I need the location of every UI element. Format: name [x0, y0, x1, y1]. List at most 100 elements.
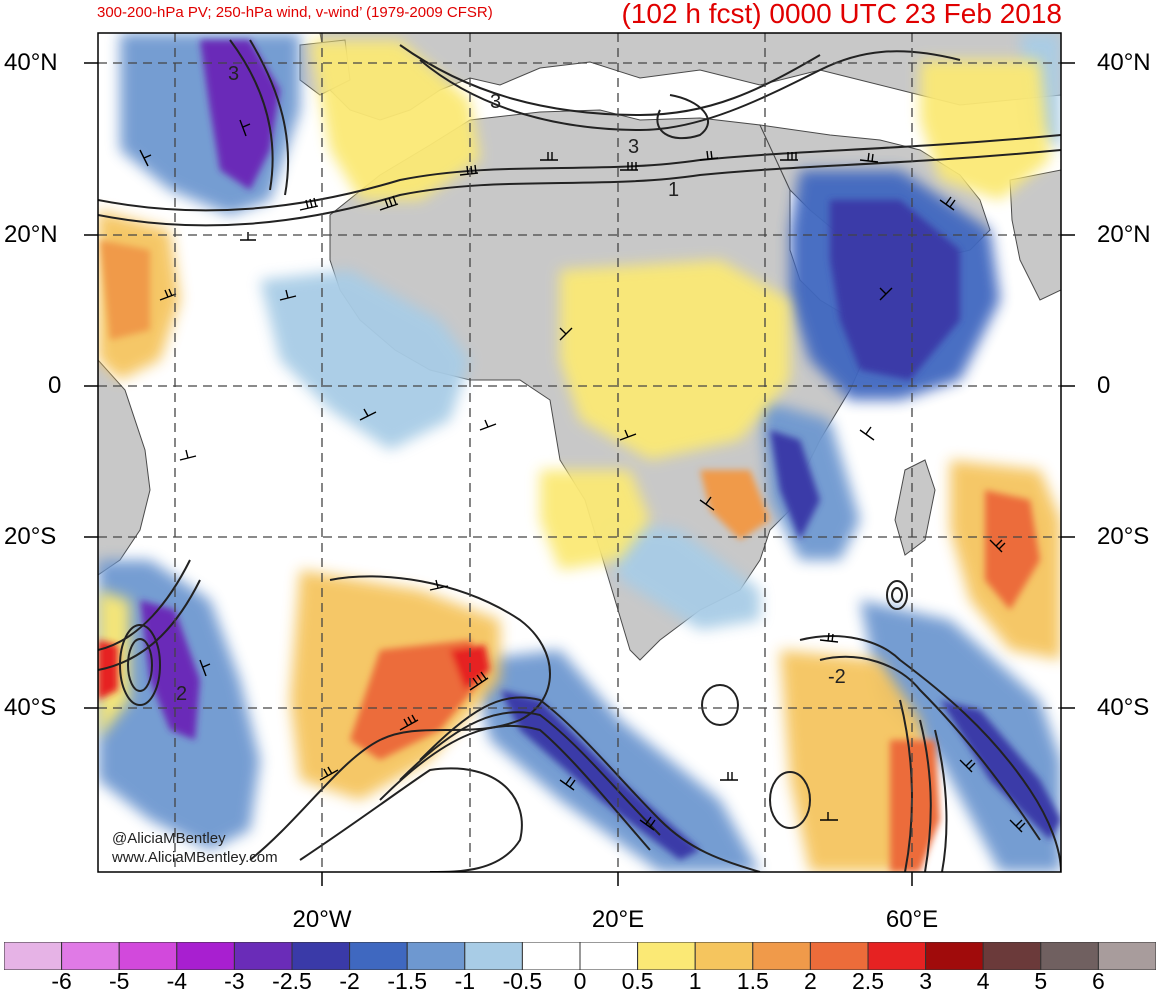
colorbar-swatch [982, 942, 1042, 970]
colorbar-swatch [406, 942, 466, 970]
contour-line [419, 696, 761, 872]
colorbar-label: -0.5 [502, 968, 543, 994]
colorbar-swatch [233, 942, 293, 970]
contour-label: 3 [628, 136, 639, 158]
contour-line [399, 711, 661, 836]
wind-barbs [139, 119, 1026, 833]
colorbar-label: -1.5 [387, 968, 428, 994]
colorbar-label: -5 [108, 968, 130, 994]
contour-line [701, 684, 739, 726]
wind-barb [820, 812, 838, 821]
colorbar-label: -2.5 [272, 968, 312, 994]
wind-barb [139, 149, 152, 167]
wind-barb [399, 714, 419, 731]
colorbar-label: -3 [224, 968, 245, 994]
madagascar-land [894, 459, 936, 556]
contour-line [419, 50, 961, 132]
contour-line [819, 655, 1041, 841]
colorbar [4, 942, 1156, 970]
colorbar-swatch [464, 942, 523, 970]
pv-neg-core-arabian [830, 200, 960, 380]
pv-neg-core-north [200, 40, 280, 190]
wind-barb [179, 449, 197, 461]
wind-barb [959, 759, 976, 773]
wind-barb [240, 232, 256, 241]
contour-line [249, 575, 551, 861]
colorbar-swatch [521, 942, 581, 970]
contour-line [98, 559, 201, 671]
colorbar-label: -1 [454, 968, 476, 994]
contour-line [656, 94, 710, 140]
pv-pos-core-mozambique [700, 470, 770, 540]
pv-pos-core-south-atlantic [350, 640, 490, 760]
lat-label-left: 40°N [4, 49, 58, 76]
colorbar-label: 2.5 [852, 968, 884, 994]
contour-line [379, 724, 651, 851]
colorbar-label: 0 [573, 968, 587, 994]
wind-barb [559, 776, 576, 791]
wind-barb [859, 152, 879, 163]
pv-pos-core-east-indian [985, 490, 1040, 610]
wind-barb [989, 539, 1006, 553]
wind-barb [540, 152, 558, 161]
wind-barb [379, 195, 399, 211]
contour-line [98, 149, 1061, 227]
colorbar-swatch [637, 942, 696, 970]
colorbar-swatch [579, 942, 639, 970]
wind-barb [639, 816, 656, 831]
colorbar-swatch [752, 942, 811, 970]
lat-label-right: 40°N [1097, 49, 1151, 76]
wind-barb [619, 429, 637, 441]
credit-handle: @AliciaMBentley [112, 830, 226, 847]
colorbar-label: 1.5 [736, 968, 769, 994]
pv-neg-jet-band-se [940, 700, 1061, 840]
colorbar-label: 2 [803, 968, 817, 994]
colorbar-label: -6 [51, 968, 72, 994]
wind-barb [429, 579, 449, 591]
wind-barb [239, 119, 251, 137]
colorbar-label: 5 [1034, 968, 1048, 994]
wind-barb [620, 162, 638, 171]
colorbar-swatch [867, 942, 927, 970]
wind-barb [879, 287, 893, 301]
colorbar-label: -4 [166, 968, 188, 994]
colorbar-swatch [694, 942, 754, 970]
wind-barb [819, 632, 839, 643]
wind-barb [720, 772, 738, 781]
colorbar-swatch [118, 942, 178, 970]
gridlines [98, 33, 1061, 872]
colorbar-swatch [809, 942, 869, 970]
contour-line [891, 587, 903, 603]
pv-neg-mozambique [600, 520, 760, 630]
pv-pos-north-africa [310, 40, 480, 200]
contour-line [799, 635, 1061, 872]
pv-neg-core-south [140, 600, 200, 740]
pv-pos-east-europe [920, 60, 1050, 200]
contour-line [119, 624, 161, 706]
contour-line [98, 134, 1061, 212]
wind-barb [299, 197, 319, 211]
colorbar-label: 3 [919, 968, 932, 994]
chart-title: (102 h fcst) 0000 UTC 23 Feb 2018 [621, 0, 1062, 29]
wind-barb [699, 496, 715, 511]
lat-label-right: 40°S [1097, 694, 1150, 721]
colorbar-swatch [61, 942, 120, 970]
pv-pos-core-west-atlantic [100, 240, 150, 340]
lon-label: 60°E [885, 906, 939, 933]
colorbar-label: 0.5 [621, 968, 654, 994]
axis-ticks [84, 62, 1075, 886]
contour-label: 2 [176, 683, 187, 705]
contour-label: 1 [668, 179, 679, 201]
contour-label: 3 [490, 91, 501, 113]
wind-barb [459, 164, 479, 176]
pv-neg-equatorial-atlantic [260, 270, 470, 450]
lat-label-right: 20°N [1097, 221, 1151, 248]
lat-label-right: 20°S [1097, 523, 1150, 550]
colorbar-label: 1 [688, 968, 702, 994]
wind-barb [319, 766, 339, 781]
lat-label-left: 20°N [4, 221, 58, 248]
colorbar-swatch [925, 942, 984, 970]
wind-barb [699, 150, 719, 161]
colorbar-swatch [176, 942, 235, 970]
wind-barb [939, 196, 956, 211]
